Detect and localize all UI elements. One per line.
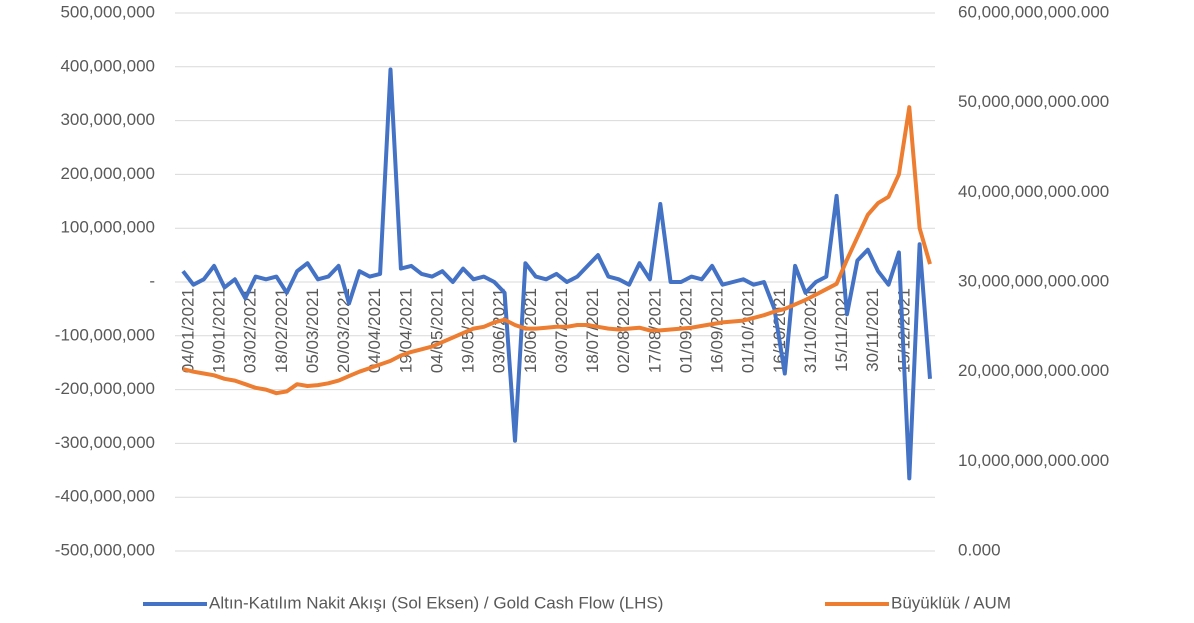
x-tick-label: 19/04/2021: [396, 288, 415, 373]
x-tick-label: 04/05/2021: [427, 288, 446, 373]
x-tick-label: 01/10/2021: [739, 288, 758, 373]
x-tick-label: 19/01/2021: [210, 288, 229, 373]
y2-tick-label: 20,000,000,000.000: [958, 361, 1109, 380]
series-line: [182, 105, 932, 396]
y-tick-label: 500,000,000: [60, 2, 155, 21]
y2-tick-label: 30,000,000,000.000: [958, 271, 1109, 290]
y-tick-label: 300,000,000: [60, 110, 155, 129]
y2-tick-label: 40,000,000,000.000: [958, 182, 1109, 201]
y-tick-label: -400,000,000: [55, 487, 155, 506]
y2-tick-label: 50,000,000,000.000: [958, 92, 1109, 111]
x-tick-label: 03/07/2021: [552, 288, 571, 373]
x-tick-label: 18/02/2021: [272, 288, 291, 373]
x-tick-label: 03/02/2021: [241, 288, 260, 373]
x-tick-label: 30/11/2021: [863, 288, 882, 372]
y-tick-label: -: [149, 271, 155, 290]
x-tick-label: 01/09/2021: [676, 288, 695, 373]
y2-tick-label: 0.000: [958, 540, 1001, 559]
y-tick-label: 100,000,000: [60, 218, 155, 237]
legend-label: Büyüklük / AUM: [891, 593, 1011, 612]
y-tick-label: -500,000,000: [55, 540, 155, 559]
x-tick-label: 20/03/2021: [334, 288, 353, 373]
series-line: [181, 67, 932, 481]
y-tick-label: -300,000,000: [55, 433, 155, 452]
y-tick-label: -100,000,000: [55, 325, 155, 344]
y-tick-label: 200,000,000: [60, 164, 155, 183]
x-tick-label: 18/07/2021: [583, 288, 602, 373]
x-tick-label: 04/01/2021: [178, 288, 197, 373]
y2-tick-label: 60,000,000,000.000: [958, 2, 1109, 21]
x-tick-label: 31/10/2021: [801, 288, 820, 373]
x-tick-label: 04/04/2021: [365, 288, 384, 373]
y-tick-label: 400,000,000: [60, 56, 155, 75]
y2-tick-label: 10,000,000,000.000: [958, 451, 1109, 470]
y-tick-label: -200,000,000: [55, 379, 155, 398]
x-tick-label: 05/03/2021: [303, 288, 322, 373]
legend-label: Altın-Katılım Nakit Akışı (Sol Eksen) / …: [209, 593, 663, 612]
x-tick-label: 16/09/2021: [708, 288, 727, 373]
